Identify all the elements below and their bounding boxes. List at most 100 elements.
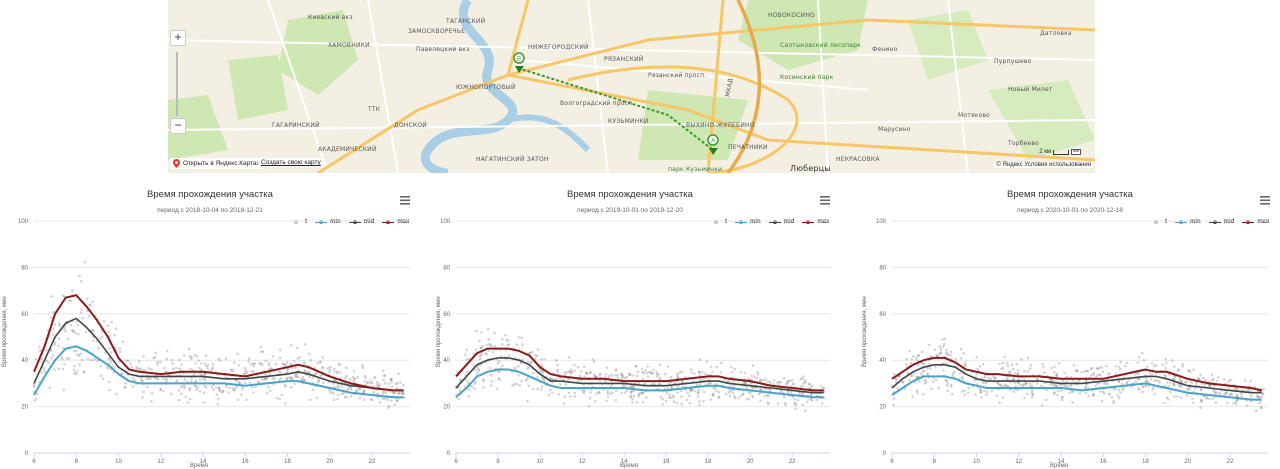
scatter-point-t [1211,377,1215,381]
scatter-point-t [629,395,633,398]
scatter-point-t [1025,381,1029,385]
scatter-point-t [490,384,493,387]
y-tick-label: 0 [25,451,29,457]
scatter-point-t [1084,385,1088,389]
open-in-yandex-maps-link[interactable]: Открыть в Яндекс.Картах [170,158,263,169]
route-map[interactable]: Киевский вкз ХАМОВНИКИ Павелецкий вкз ТА… [168,0,1095,173]
x-tick-label: 18 [705,459,712,465]
scatter-point-t [651,382,655,386]
scatter-point-t [250,370,253,373]
scatter-point-t [536,387,539,391]
scatter-point-t [206,367,210,370]
scatter-point-t [383,397,386,401]
scatter-point-t [1199,388,1203,392]
scatter-point-t [786,390,790,394]
scatter-point-t [1194,381,1198,385]
scatter-point-t [914,356,918,360]
scatter-point-t [946,389,950,393]
scatter-point-t [195,388,198,392]
scatter-point-t [1181,365,1184,368]
legend-item-min[interactable]: min [315,219,341,225]
scatter-point-t [795,403,798,406]
scatter-point-t [193,353,196,357]
scatter-point-t [336,384,339,388]
scatter-point-t [629,391,633,395]
legend-label-mid: mid [783,219,795,225]
map-label: РЯЗАНСКИЙ [604,56,644,63]
legend-item-min[interactable]: min [735,219,761,225]
scatter-point-t [1004,384,1008,387]
route-end-pin[interactable]: A [706,134,720,161]
scatter-point-t [232,361,236,364]
scatter-point-t [477,367,480,371]
scatter-point-t [501,338,504,341]
scatter-point-t [635,374,639,378]
map-canvas[interactable] [168,0,1095,173]
legend-item-max[interactable]: max [1242,219,1269,225]
scatter-point-t [254,385,257,388]
scatter-point-t [308,375,311,378]
legend-item-mid[interactable]: mid [1208,219,1234,225]
scatter-point-t [480,331,483,334]
legend-item-t[interactable]: t [290,219,307,225]
y-tick-label: 60 [443,312,450,318]
scatter-point-t [252,364,256,368]
zoom-in-button[interactable]: + [170,30,186,46]
x-tick-label: 6 [454,459,458,465]
scatter-point-t [156,360,160,364]
legend-item-t[interactable]: t [710,219,727,225]
scatter-point-t [1105,364,1108,368]
scatter-point-t [171,367,175,371]
scatter-point-t [793,401,797,405]
ruler-icon[interactable] [1071,149,1081,155]
scatter-point-t [1164,357,1168,361]
scatter-point-t [371,385,375,388]
scatter-point-t [540,369,543,373]
scatter-point-t [620,373,623,377]
scatter-point-t [295,375,299,379]
scatter-point-t [1234,386,1237,390]
scatter-point-t [949,383,953,387]
zoom-slider[interactable] [176,52,178,116]
scatter-point-t [743,380,747,384]
legend-item-max[interactable]: max [382,219,409,225]
scatter-point-t [363,374,367,378]
scatter-point-t [1137,387,1140,390]
scatter-point-t [387,405,391,408]
scatter-point-t [1249,400,1253,403]
legend-item-max[interactable]: max [802,219,829,225]
legend-item-t[interactable]: t [1150,219,1167,225]
zoom-out-button[interactable]: − [170,118,186,134]
legend-item-min[interactable]: min [1175,219,1201,225]
scatter-point-t [962,351,966,355]
map-copyright[interactable]: © Яндекс Условия использования [994,162,1093,168]
scatter-point-t [810,393,813,396]
route-start-pin[interactable]: B [512,52,526,79]
chart-menu-button[interactable] [820,192,830,205]
scatter-point-t [517,374,520,377]
scatter-point-t [463,353,467,357]
chart-menu-button[interactable] [400,192,410,205]
y-tick-label: 0 [447,451,451,457]
legend-item-mid[interactable]: mid [768,219,795,225]
legend-item-mid[interactable]: mid [348,219,374,225]
scatter-point-t [720,361,723,365]
scatter-point-t [688,394,691,398]
scatter-point-t [698,371,701,374]
scatter-point-t [260,350,263,354]
scatter-point-t [195,354,199,358]
create-map-link[interactable]: Создать свою карту [258,158,324,167]
scatter-point-t [205,364,208,368]
chart-menu-button[interactable] [1260,192,1270,205]
scatter-point-t [1216,376,1220,379]
scatter-point-t [285,377,289,380]
scatter-point-t [298,356,302,359]
scatter-point-t [973,378,976,382]
scatter-point-t [641,377,645,381]
scatter-point-t [801,375,805,378]
scatter-point-t [53,343,56,346]
scatter-point-t [250,385,254,389]
scatter-point-t [1141,386,1145,389]
scatter-point-t [277,378,281,382]
scatter-point-t [711,393,715,397]
